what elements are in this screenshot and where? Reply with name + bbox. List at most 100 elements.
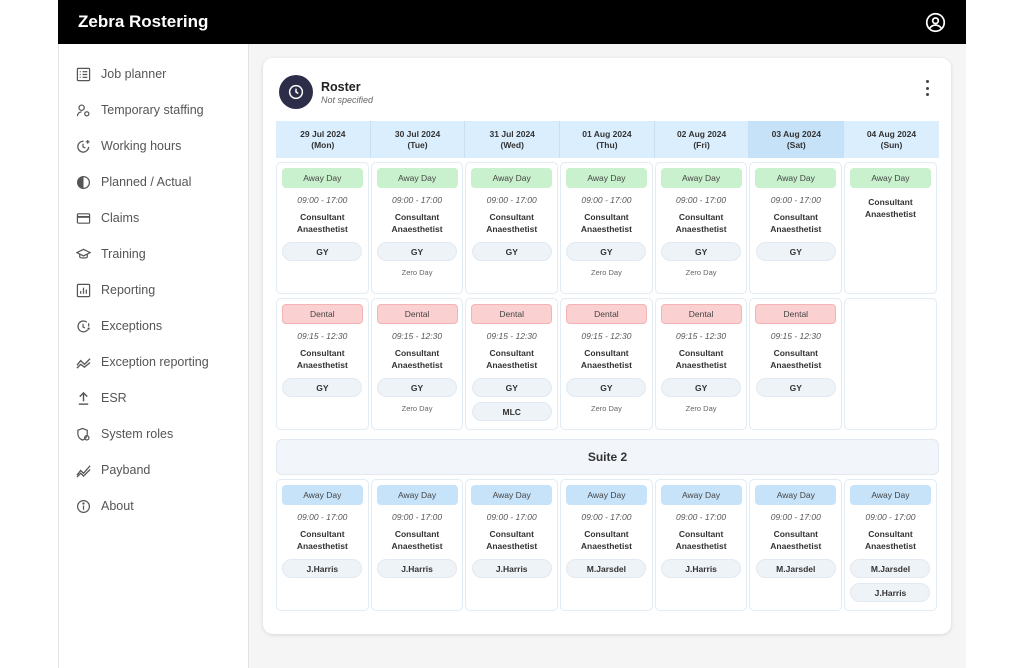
sidebar-item-payband[interactable]: Payband [59, 452, 248, 488]
sidebar-item-temporary-staffing[interactable]: Temporary staffing [59, 92, 248, 128]
shift-cell[interactable]: Away Day 09:00 - 17:00 Consultant Anaesthet… [749, 162, 843, 294]
shift-cell[interactable]: Dental 09:15 - 12:30 Consultant Anaesthetis… [560, 298, 653, 430]
session-tag[interactable]: Dental [565, 304, 647, 324]
day-header-row: 29 Jul 2024 (Mon) 30 Jul 2024 (Tue) 31 Jul 2… [276, 121, 939, 158]
roster-heading: Roster Not specified [321, 80, 373, 105]
shift-cell[interactable]: Away Day 09:00 - 17:00 Consultant Anaesthet… [370, 479, 464, 611]
assignee-pill[interactable]: J.Harris [850, 583, 931, 602]
assignee-pill[interactable]: GY [377, 378, 458, 397]
sidebar-item-job-planner[interactable]: Job planner [59, 56, 248, 92]
assignee-pill[interactable]: GY [566, 378, 647, 397]
session-tag[interactable]: Away Day [376, 168, 458, 188]
day-header[interactable]: 31 Jul 2024 (Wed) [465, 121, 561, 158]
assignee-pill[interactable]: J.Harris [377, 559, 458, 578]
day-header[interactable]: 29 Jul 2024 (Mon) [276, 121, 371, 158]
session-tag[interactable]: Away Day [471, 168, 553, 188]
session-tag[interactable]: Away Day [376, 485, 458, 505]
staff-role: Consultant Anaesthetist [392, 211, 443, 235]
session-tag[interactable]: Away Day [565, 168, 647, 188]
assignee-pill[interactable]: J.Harris [282, 559, 363, 578]
role-line: Anaesthetist [675, 224, 727, 234]
assignee-pill[interactable]: GY [282, 378, 363, 397]
sidebar-item-system-roles[interactable]: System roles [59, 416, 248, 452]
assignee-pill[interactable]: GY [661, 378, 742, 397]
role-line: Anaesthetist [391, 360, 443, 370]
sidebar-item-exceptions[interactable]: Exceptions [59, 308, 248, 344]
shift-cell[interactable]: Away Day 09:00 - 17:00 Consultant Anaesthet… [370, 162, 464, 294]
shift-cell[interactable]: Dental 09:15 - 12:30 Consultant Anaesthetis… [370, 298, 464, 430]
sidebar-item-planned-actual[interactable]: Planned / Actual [59, 164, 248, 200]
shift-cell[interactable]: Dental 09:15 - 12:30 Consultant Anaesthetis… [276, 298, 369, 430]
user-circle-icon[interactable] [924, 11, 946, 33]
shift-cell[interactable]: Dental 09:15 - 12:30 Consultant Anaesthetis… [749, 298, 843, 430]
shift-time: 09:00 - 17:00 [391, 195, 443, 205]
shift-cell[interactable]: Away Day 09:00 - 17:00 Consultant Anaesthet… [749, 479, 843, 611]
more-options-icon[interactable] [921, 78, 933, 98]
day-header[interactable]: 01 Aug 2024 (Thu) [560, 121, 655, 158]
suite-section-header[interactable]: Suite 2 [276, 439, 939, 475]
shift-cell[interactable]: Away Day 09:00 - 17:00 Consultant Anaesthet… [465, 479, 559, 611]
assignee-pill[interactable]: J.Harris [661, 559, 742, 578]
assignee-pill[interactable]: M.Jarsdel [755, 559, 836, 578]
session-tag[interactable]: Dental [660, 304, 742, 324]
day-header[interactable]: 04 Aug 2024 (Sun) [844, 121, 939, 158]
sidebar-item-training[interactable]: Training [59, 236, 248, 272]
session-tag[interactable]: Dental [471, 304, 553, 324]
assignee-pill[interactable]: GY [471, 378, 552, 397]
assignee-pill[interactable]: M.Jarsdel [850, 559, 931, 578]
shift-cell[interactable]: Away Day 09:00 - 17:00 Consultant Anaesthet… [276, 162, 369, 294]
sidebar-item-working-hours[interactable]: Working hours [59, 128, 248, 164]
sidebar-item-exception-reporting[interactable]: Exception reporting [59, 344, 248, 380]
assignee-pill[interactable]: J.Harris [471, 559, 552, 578]
session-tag[interactable]: Away Day [849, 485, 931, 505]
shift-cell[interactable]: Away Day 09:00 - 17:00 Consultant Anaesthet… [654, 162, 748, 294]
session-tag[interactable]: Away Day [660, 485, 742, 505]
shift-time: 09:00 - 17:00 [770, 195, 821, 205]
session-tag[interactable]: Away Day [471, 485, 553, 505]
shift-cell[interactable]: Away Day 09:00 - 17:00 Consultant Anaesthet… [560, 162, 653, 294]
assignee-pill[interactable]: MLC [471, 402, 552, 421]
shift-cell[interactable]: Dental 09:15 - 12:30 Consultant Anaesthetis… [654, 298, 748, 430]
assignee-pill[interactable]: GY [566, 242, 647, 261]
day-header[interactable]: 30 Jul 2024 (Tue) [370, 121, 466, 158]
session-tag[interactable]: Dental [376, 304, 458, 324]
empty-shift-cell[interactable] [844, 298, 937, 430]
session-tag[interactable]: Away Day [849, 168, 931, 188]
staff-role: Consultant Anaesthetist [676, 528, 727, 552]
staff-role: Consultant Anaesthetist [581, 347, 632, 371]
shift-cell[interactable]: Away Day 09:00 - 17:00 Consultant Anaesthet… [844, 479, 937, 611]
staff-role: Consultant Anaesthetist [486, 211, 537, 235]
session-tag[interactable]: Away Day [281, 168, 363, 188]
session-tag[interactable]: Away Day [281, 485, 363, 505]
assignee-pill[interactable]: GY [661, 242, 742, 261]
assignee-pill[interactable]: GY [282, 242, 363, 261]
day-header[interactable]: 03 Aug 2024 (Sat) [749, 121, 845, 158]
sidebar-item-claims[interactable]: Claims [59, 200, 248, 236]
credit-card-icon [75, 210, 91, 226]
shift-cell[interactable]: Away Day 09:00 - 17:00 Consultant Anaesthet… [654, 479, 748, 611]
assignee-pill[interactable]: GY [755, 242, 836, 261]
session-tag[interactable]: Dental [755, 304, 837, 324]
sidebar-item-label: Training [101, 247, 146, 261]
session-tag[interactable]: Dental [281, 304, 363, 324]
shift-cell[interactable]: Away Day 09:00 - 17:00 Consultant Anaesthet… [465, 162, 559, 294]
shift-cell[interactable]: Away Day 09:00 - 17:00 Consultant Anaesthet… [276, 479, 369, 611]
shift-time: 09:15 - 12:30 [770, 331, 821, 341]
sidebar-item-about[interactable]: About [59, 488, 248, 524]
session-tag[interactable]: Away Day [565, 485, 647, 505]
shift-cell[interactable]: Away Day Consultant Anaesthetist [844, 162, 937, 294]
assignee-pill[interactable]: GY [377, 242, 458, 261]
assignee-pill[interactable]: GY [471, 242, 552, 261]
day-header[interactable]: 02 Aug 2024 (Fri) [654, 121, 750, 158]
session-tag[interactable]: Away Day [660, 168, 742, 188]
session-tag[interactable]: Away Day [755, 168, 837, 188]
assignee-pill[interactable]: M.Jarsdel [566, 559, 647, 578]
session-tag[interactable]: Away Day [755, 485, 837, 505]
role-line: Consultant [868, 529, 913, 539]
sidebar-item-reporting[interactable]: Reporting [59, 272, 248, 308]
assignee-pill[interactable]: GY [755, 378, 836, 397]
sidebar-item-esr[interactable]: ESR [59, 380, 248, 416]
shift-cell[interactable]: Away Day 09:00 - 17:00 Consultant Anaesthet… [560, 479, 653, 611]
shift-cell[interactable]: Dental 09:15 - 12:30 Consultant Anaesthetis… [465, 298, 559, 430]
role-line: Consultant [489, 212, 534, 222]
